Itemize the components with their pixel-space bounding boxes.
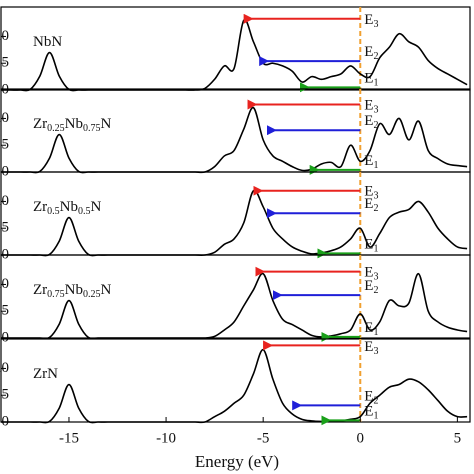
label-text: N <box>91 199 102 215</box>
panel-frame <box>0 338 471 423</box>
label-text: ZrN <box>33 366 58 382</box>
panel-label: Zr0.75Nb0.25N <box>33 282 112 300</box>
label-subscript: 3 <box>373 105 378 116</box>
transition-label: E2 <box>364 389 378 407</box>
label-text: Nb <box>65 116 83 132</box>
label-text: N <box>101 116 112 132</box>
dos-curve <box>0 272 468 340</box>
transition-label: E1 <box>364 153 378 171</box>
y-tick-label: 5 <box>2 220 10 236</box>
label-subscript: 0.5 <box>47 206 60 217</box>
label-subscript: 3 <box>373 19 378 30</box>
label-text: E <box>364 389 373 405</box>
label-subscript: 0.5 <box>78 206 91 217</box>
x-tick-label: -5 <box>257 430 270 446</box>
label-subscript: 3 <box>373 191 378 202</box>
label-text: N <box>101 282 112 298</box>
dos-curve <box>1 189 468 257</box>
panel-label: Zr0.25Nb0.75N <box>33 116 112 134</box>
label-subscript: 1 <box>373 411 378 422</box>
label-text: E <box>364 114 373 130</box>
label-subscript: 2 <box>373 204 378 215</box>
panel-frame <box>0 6 471 91</box>
y-tick-label: 10 <box>0 193 9 209</box>
label-subscript: 2 <box>373 121 378 132</box>
y-tick-label: 5 <box>2 387 10 403</box>
y-tick-label: 5 <box>2 137 10 153</box>
label-text: E <box>364 153 373 169</box>
dos-curve <box>1 18 468 92</box>
label-text: E <box>364 404 373 420</box>
label-subscript: 3 <box>373 346 378 357</box>
transition-label: E1 <box>364 237 378 255</box>
panel-label: ZrN <box>33 366 58 382</box>
label-subscript: 1 <box>373 327 378 338</box>
label-text: E <box>364 320 373 336</box>
y-tick-label: 10 <box>0 276 9 292</box>
label-text: E <box>364 197 373 213</box>
label-text: E <box>364 71 373 87</box>
transition-label: E3 <box>364 184 378 202</box>
transition-label: E2 <box>364 197 378 215</box>
label-text: E <box>364 237 373 253</box>
transition-label: E3 <box>364 339 378 357</box>
label-subscript: 2 <box>373 51 378 62</box>
x-tick-label: -10 <box>156 430 176 446</box>
label-subscript: 1 <box>373 78 378 89</box>
panel-label: NbN <box>33 34 62 50</box>
label-subscript: 0.75 <box>47 289 65 300</box>
label-subscript: 0.75 <box>83 123 101 134</box>
transition-label: E1 <box>364 320 378 338</box>
x-tick-label: 0 <box>357 430 365 446</box>
label-text: Nb <box>60 199 78 215</box>
y-tick-label: 10 <box>0 360 9 376</box>
x-tick-label: -15 <box>59 430 79 446</box>
label-subscript: 3 <box>373 272 378 283</box>
y-tick-label: 5 <box>2 55 10 71</box>
label-text: NbN <box>33 34 62 50</box>
x-tick-label: 5 <box>454 430 462 446</box>
transition-label: E1 <box>364 404 378 422</box>
label-text: E <box>364 279 373 295</box>
transition-label: E2 <box>364 279 378 297</box>
label-text: Zr <box>33 199 47 215</box>
transition-label: E1 <box>364 71 378 89</box>
transition-label: E2 <box>364 114 378 132</box>
label-text: E <box>364 45 373 61</box>
label-text: E <box>364 265 373 281</box>
transition-label: E3 <box>364 98 378 116</box>
y-tick-label: 10 <box>0 110 9 126</box>
panel-frame <box>0 254 471 339</box>
transition-label: E2 <box>364 45 378 63</box>
label-text: E <box>364 184 373 200</box>
label-subscript: 0.25 <box>47 123 65 134</box>
y-tick-label: 10 <box>0 28 9 44</box>
transition-label: E3 <box>364 265 378 283</box>
panel-label: Zr0.5Nb0.5N <box>33 199 102 217</box>
label-subscript: 2 <box>373 285 378 296</box>
label-subscript: 1 <box>373 244 378 255</box>
transition-label: E3 <box>364 12 378 30</box>
dos-curve <box>0 348 468 424</box>
y-tick-label: 5 <box>2 303 10 319</box>
label-text: E <box>364 12 373 28</box>
label-subscript: 1 <box>373 160 378 171</box>
label-text: E <box>364 98 373 114</box>
label-text: Zr <box>33 116 47 132</box>
label-text: E <box>364 339 373 355</box>
label-subscript: 0.25 <box>83 289 101 300</box>
label-text: Zr <box>33 282 47 298</box>
label-text: Nb <box>65 282 83 298</box>
label-subscript: 2 <box>373 396 378 407</box>
x-axis-label: Energy (eV) <box>195 452 279 471</box>
